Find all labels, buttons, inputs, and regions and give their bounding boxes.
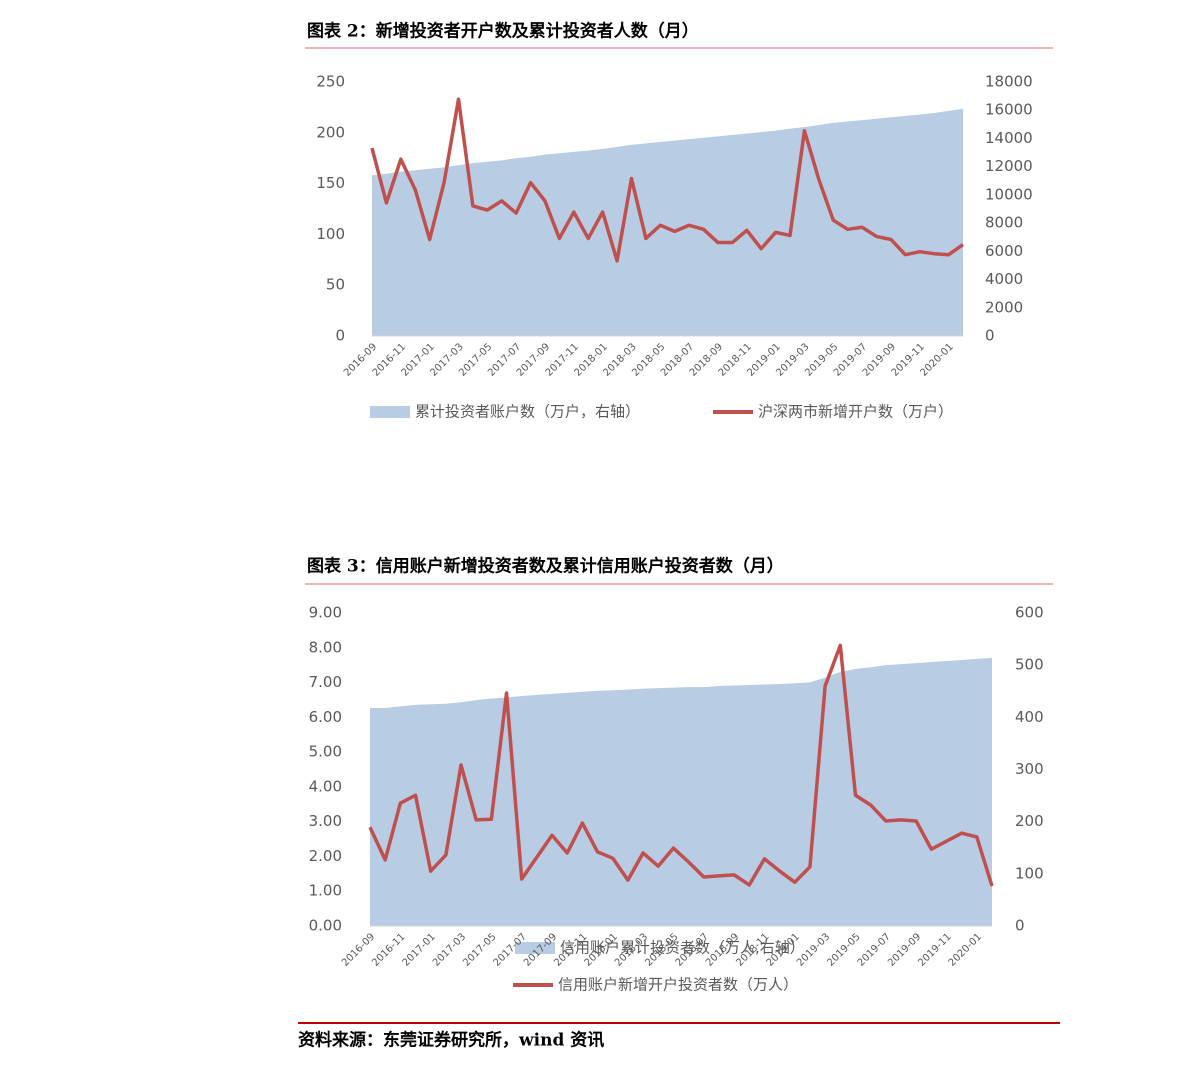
y-tick-label: 0	[335, 327, 345, 345]
y-tick-label: 0.00	[309, 917, 342, 935]
x-tick-label: 2020-01	[947, 931, 984, 968]
y2-tick-label: 18000	[985, 73, 1033, 91]
y-tick-label: 2.00	[309, 847, 342, 865]
y-tick-label: 5.00	[309, 743, 342, 761]
y-tick-label: 250	[316, 73, 345, 91]
y-tick-label: 8.00	[309, 638, 342, 656]
legend-label: 信用账户累计投资者数（万人,右轴）	[560, 939, 805, 957]
chart-title: 图表 2：新增投资者开户数及累计投资者人数（月）	[307, 21, 699, 42]
line	[370, 97, 965, 263]
y2-tick-label: 6000	[985, 242, 1023, 260]
y2-tick-label: 0	[1015, 917, 1025, 935]
y2-tick-label: 0	[985, 327, 995, 345]
y2-tick-label: 2000	[985, 298, 1023, 316]
y2-tick-label: 4000	[985, 270, 1023, 288]
legend-label: 沪深两市新增开户数（万户）	[758, 403, 953, 421]
legend-swatch	[370, 406, 410, 418]
legend-label: 信用账户新增开户投资者数（万人）	[558, 976, 798, 994]
y2-tick-label: 500	[1015, 656, 1044, 674]
y2-tick-label: 200	[1015, 812, 1044, 830]
y-tick-label: 50	[326, 276, 345, 294]
legend-swatch	[515, 942, 555, 954]
y2-tick-label: 400	[1015, 708, 1044, 726]
y2-tick-label: 14000	[985, 129, 1033, 147]
y-tick-label: 4.00	[309, 777, 342, 795]
y2-tick-label: 300	[1015, 760, 1044, 778]
y2-tick-label: 8000	[985, 214, 1023, 232]
source-note: 资料来源：东莞证券研究所，wind 资讯	[298, 1030, 604, 1051]
line	[368, 643, 994, 887]
y2-tick-label: 16000	[985, 101, 1033, 119]
area	[370, 657, 992, 926]
chart-title: 图表 3：信用账户新增投资者数及累计信用账户投资者数（月）	[307, 556, 784, 577]
y-tick-label: 1.00	[309, 882, 342, 900]
y-tick-label: 7.00	[309, 673, 342, 691]
y2-tick-label: 10000	[985, 185, 1033, 203]
y-tick-label: 9.00	[309, 604, 342, 622]
y-tick-label: 6.00	[309, 708, 342, 726]
y2-tick-label: 12000	[985, 157, 1033, 175]
y-tick-label: 150	[316, 174, 345, 192]
y-tick-label: 200	[316, 123, 345, 141]
area	[372, 108, 963, 336]
y2-tick-label: 100	[1015, 864, 1044, 882]
y-tick-label: 3.00	[309, 812, 342, 830]
y2-tick-label: 600	[1015, 604, 1044, 622]
legend-label: 累计投资者账户数（万户，右轴）	[415, 403, 640, 421]
y-tick-label: 100	[316, 225, 345, 243]
